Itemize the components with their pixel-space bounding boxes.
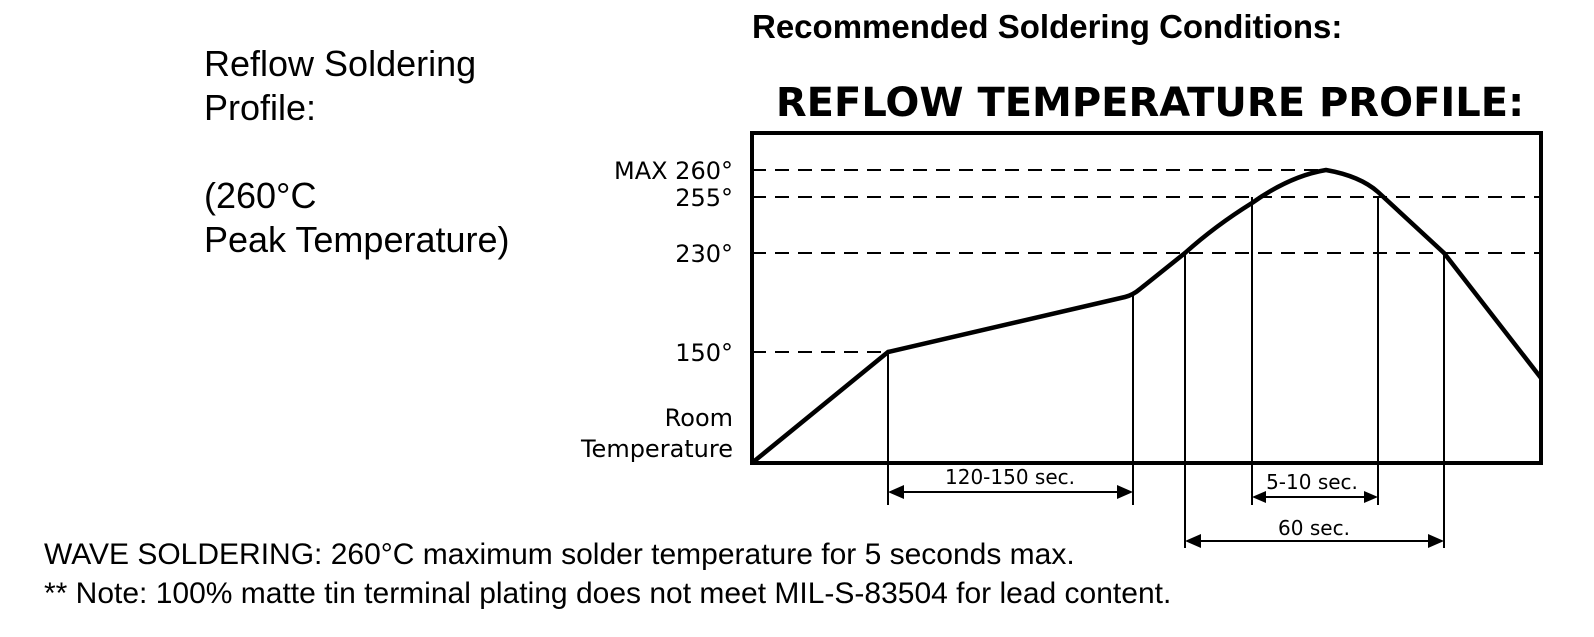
duration-label-above-230: 60 sec. <box>1278 516 1350 540</box>
arrowhead-left <box>888 485 904 499</box>
side-note-line: Peak Temperature) <box>204 219 510 260</box>
duration-label-preheat: 120-150 sec. <box>945 465 1075 489</box>
chart-title: REFLOW TEMPERATURE PROFILE: <box>776 80 1524 126</box>
reflow-profile-label: Reflow Soldering Profile: <box>204 42 476 130</box>
side-note-line: (260°C <box>204 175 317 216</box>
peak-temperature-label: (260°C Peak Temperature) <box>204 174 510 262</box>
arrowhead-left <box>1185 534 1201 548</box>
y-base-label: Temperature <box>580 435 733 463</box>
side-note-line: Profile: <box>204 87 317 128</box>
y-tick-label: 255° <box>675 184 733 212</box>
arrowhead-right <box>1364 491 1378 503</box>
y-base-label: Room <box>665 404 733 432</box>
plot-frame <box>750 131 1543 465</box>
temperature-profile-line <box>750 167 1543 465</box>
wave-soldering-note: WAVE SOLDERING: 260°C maximum solder tem… <box>44 538 1075 571</box>
page-title: Recommended Soldering Conditions: <box>752 8 1343 45</box>
arrowhead-right <box>1117 485 1133 499</box>
y-tick-label: 230° <box>675 240 733 268</box>
arrowhead-left <box>1252 491 1266 503</box>
side-note-line: Reflow Soldering <box>204 43 477 84</box>
y-tick-label: MAX 260° <box>614 157 733 185</box>
duration-label-peak: 5-10 sec. <box>1266 470 1358 494</box>
y-tick-label: 150° <box>675 339 733 367</box>
arrowhead-right <box>1428 534 1444 548</box>
plating-note: ** Note: 100% matte tin terminal plating… <box>44 577 1172 610</box>
